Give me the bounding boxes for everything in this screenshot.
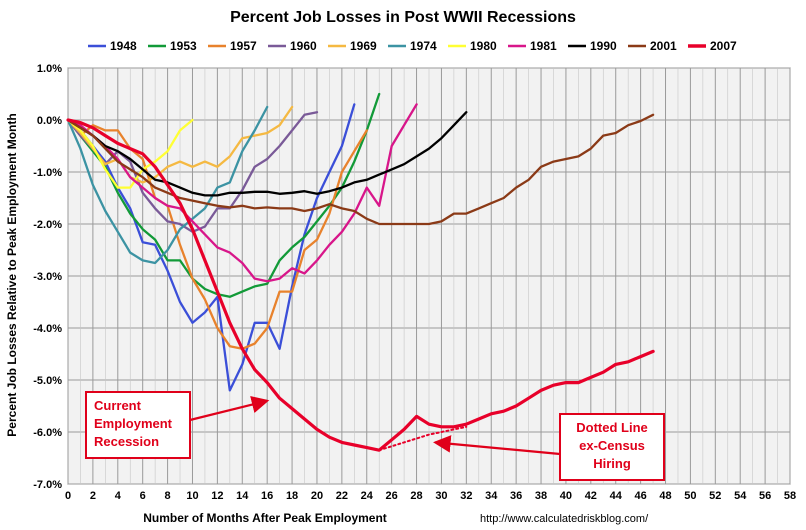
x-axis-label: Number of Months After Peak Employment — [143, 511, 387, 525]
legend-label: 1981 — [530, 39, 557, 53]
x-tick-label: 58 — [784, 490, 796, 502]
series-line-1980 — [66, 118, 194, 189]
x-tick-label: 22 — [336, 490, 348, 502]
annotation-arrow — [189, 395, 270, 422]
annotation-text: Current — [94, 398, 142, 413]
x-tick-label: 50 — [684, 490, 696, 502]
x-tick-label: 8 — [165, 490, 171, 502]
annotation-box — [85, 391, 191, 459]
y-tick-label: -4.0% — [33, 323, 62, 335]
legend-label: 1969 — [350, 39, 377, 53]
legend-label: 2007 — [710, 39, 737, 53]
x-tick-label: 26 — [386, 490, 398, 502]
series-line-2007-ex-census — [378, 425, 468, 452]
x-tick-label: 24 — [361, 490, 374, 502]
chart-title: Percent Job Losses in Post WWII Recessio… — [230, 9, 576, 26]
legend-label: 1980 — [470, 39, 497, 53]
x-tick-label: 0 — [65, 490, 71, 502]
x-tick-label: 40 — [560, 490, 572, 502]
x-tick-label: 6 — [140, 490, 146, 502]
source-url: http://www.calculatedriskblog.com/ — [480, 513, 649, 525]
y-tick-label: -3.0% — [33, 271, 62, 283]
x-tick-label: 52 — [709, 490, 721, 502]
series-line-1990 — [66, 111, 468, 197]
x-tick-label: 16 — [261, 490, 273, 502]
y-tick-label: -7.0% — [33, 479, 62, 491]
y-axis-ticks: 1.0% 0.0% -1.0% -2.0% -3.0% -4.0% -5.0% -6.0% -7… — [33, 63, 62, 491]
legend-label: 1953 — [170, 39, 197, 53]
annotations: Current Employment Recession Dotted Line ex-… — [85, 391, 665, 481]
x-tick-label: 38 — [535, 490, 547, 502]
x-tick-label: 30 — [435, 490, 447, 502]
annotation-box — [559, 413, 665, 481]
legend-label: 1960 — [290, 39, 317, 53]
y-axis-label: Percent Job Losses Relative to Peak Empl… — [5, 113, 19, 436]
x-tick-label: 4 — [115, 490, 122, 502]
x-axis-ticks: 0 2 4 6 8 10 12 14 16 18 20 22 24 26 28 30 32 34 36 38 40 42 4… — [65, 490, 796, 502]
legend-label: 1957 — [230, 39, 257, 53]
annotation-text: Recession — [94, 434, 159, 449]
x-tick-label: 18 — [286, 490, 298, 502]
series-line-2007 — [66, 118, 655, 452]
x-tick-label: 12 — [211, 490, 223, 502]
annotation-arrow — [433, 435, 561, 456]
series-line-1974 — [66, 105, 269, 265]
annotation-text: Employment — [94, 416, 173, 431]
legend: 1948 1953 1957 1960 1969 1974 1980 1981 1990 2001… — [88, 39, 737, 53]
x-tick-label: 46 — [634, 490, 646, 502]
y-tick-label: 1.0% — [37, 63, 62, 75]
annotation-text: Dotted Line — [576, 420, 648, 435]
x-tick-label: 20 — [311, 490, 323, 502]
series-lines — [66, 92, 655, 452]
x-tick-label: 14 — [236, 490, 249, 502]
series-line-2001 — [66, 113, 655, 226]
legend-label: 1990 — [590, 39, 617, 53]
y-tick-label: 0.0% — [37, 115, 62, 127]
legend-label: 1974 — [410, 39, 437, 53]
x-tick-label: 32 — [460, 490, 472, 502]
y-tick-label: -2.0% — [33, 219, 62, 231]
y-tick-label: -6.0% — [33, 427, 62, 439]
x-tick-label: 2 — [90, 490, 96, 502]
x-tick-label: 34 — [485, 490, 498, 502]
y-tick-label: -5.0% — [33, 375, 62, 387]
x-tick-label: 56 — [759, 490, 771, 502]
gridlines — [67, 67, 791, 485]
x-tick-label: 10 — [186, 490, 198, 502]
y-tick-label: -1.0% — [33, 167, 62, 179]
x-tick-label: 36 — [510, 490, 522, 502]
legend-label: 1948 — [110, 39, 137, 53]
x-tick-label: 54 — [734, 490, 747, 502]
series-line-1981 — [66, 103, 418, 283]
x-tick-label: 44 — [610, 490, 623, 502]
legend-label: 2001 — [650, 39, 677, 53]
series-line-1953 — [66, 92, 381, 298]
series-line-1969 — [66, 105, 294, 184]
x-tick-label: 48 — [659, 490, 671, 502]
annotation-text: ex-Census — [579, 438, 645, 453]
series-line-1957 — [66, 118, 368, 350]
x-tick-label: 42 — [585, 490, 597, 502]
annotation-text: Hiring — [593, 456, 631, 471]
x-tick-label: 28 — [410, 490, 422, 502]
